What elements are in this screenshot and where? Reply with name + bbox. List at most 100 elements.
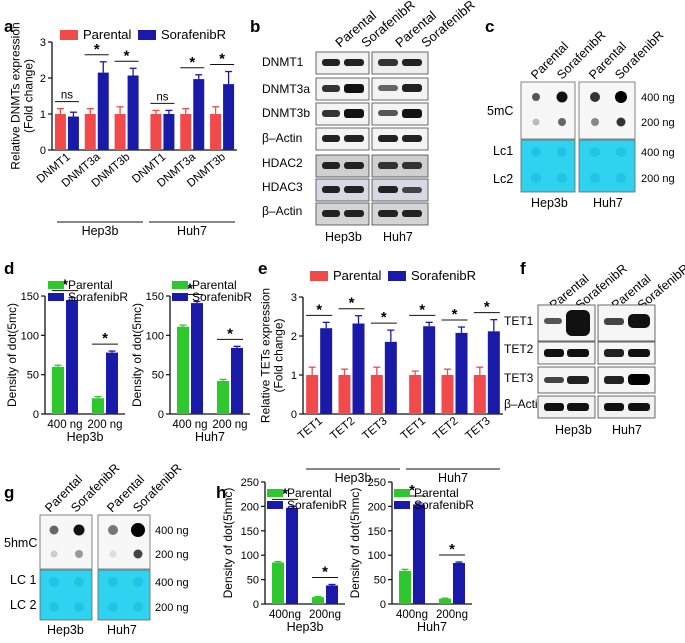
blot-b-row-label: β–Actin [262,204,302,218]
bar-sorafenibr [487,331,500,414]
legend-label: SorafenibR [192,290,252,304]
y-tick-label: 250 [368,477,386,489]
bar-sorafenibr [66,299,78,414]
dot-g-group-hep3b: Hep3b [47,623,84,637]
dot-c-group-hep3b: Hep3b [531,196,568,210]
y-axis-label: Density of dot(5mc) [5,303,19,407]
y-axis-label: Density of dot(5hmc) [348,488,362,599]
bar-sorafenibr [163,114,175,150]
y-tick-label: 2 [291,331,297,343]
group-label: Hep3b [67,430,104,444]
significance-label: * [187,281,193,298]
bar-sorafenibr [191,303,203,414]
panel-letter-d: d [4,259,14,278]
significance-label: * [484,299,490,316]
y-tick-label: 50 [374,575,386,587]
chart-a-dnmt-expression: 0 1 2 3 Relative DNMTs expression (Fold chang… [9,22,237,238]
y-tick-label: 100 [21,330,39,342]
bar-sorafenibr [106,352,118,414]
significance-label: * [282,485,288,502]
x-category-label: 400ng [396,609,428,621]
blot-b-row-label: DNMT3b [262,106,310,120]
y-axis-label: Density of dot(5hmc) [221,488,235,599]
chart-h-hep3b-5hmc-density: 0 50 100 150 200 250 Density of dot(5hmc) * 400n… [221,477,347,634]
bar-sorafenibr [97,72,109,150]
legend-swatch [267,489,283,497]
significance-label: * [316,301,322,318]
y-tick-label: 150 [368,526,386,538]
significance-label: ns [61,90,73,102]
panel-g-dot-blot: Parental SorafenibR Parental SorafenibR … [4,461,189,637]
x-category-label: 400ng [269,609,301,621]
bar-parental [84,114,96,150]
y-axis-label: Relative TETs expression [259,288,273,423]
legend-label: Parental [192,278,237,292]
significance-label: * [409,482,415,499]
y-tick-label: 3 [40,37,46,49]
panel-f-western-blot: Parental SorafenibR Parental SorafenibR … [504,261,685,437]
dot-c-label-lc2: Lc2 [493,172,513,186]
blot-f-row-label: TET1 [504,314,534,328]
bar-parental [150,114,162,150]
y-tick-label: 150 [21,291,39,303]
blot-f-hep3b [537,304,596,419]
y-axis-label: (Fold change) [272,318,286,392]
dot-g-dose-400: 400 ng [155,525,189,537]
panel-letter-h: h [216,483,226,502]
significance-label: * [94,41,100,58]
panel-letter-b: b [250,17,260,36]
legend-swatch [388,271,406,281]
y-tick-label: 50 [27,370,39,382]
bar-sorafenibr [455,332,468,414]
dot-g-label-5hmc: 5hmC [4,536,37,550]
group-label: Hep3b [82,224,119,238]
dot-g-dose-200: 200 ng [155,549,189,561]
bar-parental [439,598,451,604]
legend-label: Parental [414,486,459,500]
group-label: Huh7 [417,620,447,634]
legend-label: SorafenibR [414,498,474,512]
x-category-label: 400 ng [47,419,82,431]
blot-f-huh7 [597,304,656,419]
bar-parental [114,114,126,150]
y-tick-label: 200 [241,501,259,513]
bar-parental [399,570,411,604]
blot-f-group-hep3b: Hep3b [555,423,592,437]
x-category-label: 200ng [436,609,468,621]
bar-sorafenibr [413,504,425,604]
y-tick-label: 100 [241,550,259,562]
bar-parental [217,380,229,414]
bar-parental [312,597,324,604]
bar-parental [177,326,189,414]
y-tick-label: 0 [33,409,39,421]
bar-sorafenibr [453,563,465,604]
bar-parental [473,375,486,414]
y-tick-label: 150 [146,291,164,303]
bar-sorafenibr [231,347,243,414]
dot-g-dose-400-lc: 400 ng [155,577,189,589]
chart-e-tet-expression: 0 1 2 3 Relative TETs expression (Fold change… [259,268,503,485]
significance-label: * [219,51,225,68]
chart-h-huh7-5hmc-density: 0 50 100 150 200 250 Density of dot(5hmc) * 400n… [348,477,474,634]
dot-g-label-lc1: LC 1 [10,573,36,587]
dot-g-group-huh7: Huh7 [107,623,137,637]
group-label: Hep3b [287,620,324,634]
blot-b-huh7 [371,51,429,226]
group-label: Huh7 [195,430,225,444]
x-category-label: 200 ng [212,419,247,431]
blot-f-group-huh7: Huh7 [612,423,642,437]
bar-parental [441,375,454,414]
legend-swatch [394,501,410,509]
significance-label: * [452,306,458,323]
y-tick-label: 50 [152,370,164,382]
bar-parental [52,366,64,414]
x-category-label: TET2 [431,415,460,442]
legend-swatch [48,281,64,289]
x-category-label: TET1 [296,415,325,442]
y-tick-label: 2 [40,73,46,85]
dot-c-dose-400: 400 ng [641,92,675,104]
legend-label: Parental [287,486,332,500]
y-tick-label: 0 [253,599,259,611]
y-tick-label: 0 [158,409,164,421]
bar-sorafenibr [384,341,397,414]
